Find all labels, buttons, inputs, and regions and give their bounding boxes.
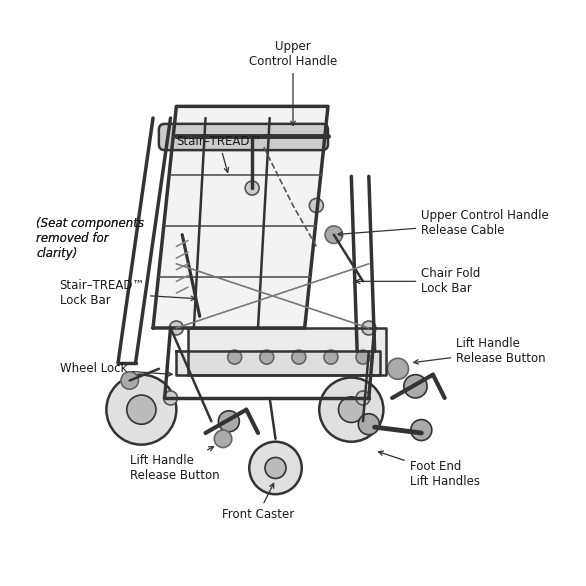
Text: Wheel Lock: Wheel Lock [60, 362, 172, 376]
Text: Upper
Control Handle: Upper Control Handle [249, 40, 337, 125]
FancyBboxPatch shape [159, 124, 328, 150]
Circle shape [169, 321, 183, 335]
Circle shape [245, 181, 259, 195]
Circle shape [219, 411, 239, 432]
Circle shape [404, 374, 427, 398]
Text: Chair Fold
Lock Bar: Chair Fold Lock Bar [356, 267, 481, 295]
Text: Foot End
Lift Handles: Foot End Lift Handles [379, 451, 480, 488]
Text: (Seat components
removed for
clarity): (Seat components removed for clarity) [36, 217, 144, 260]
Circle shape [411, 420, 432, 441]
Circle shape [214, 430, 231, 448]
Circle shape [319, 377, 383, 442]
Text: Stair–TREAD™
Lock Bar: Stair–TREAD™ Lock Bar [60, 279, 196, 307]
Circle shape [325, 226, 343, 243]
Circle shape [127, 395, 156, 424]
Circle shape [324, 350, 338, 364]
Circle shape [163, 391, 178, 405]
Circle shape [356, 391, 370, 405]
Text: Lift Handle
Release Button: Lift Handle Release Button [130, 447, 219, 482]
Circle shape [260, 350, 274, 364]
Text: (Seat components
removed for
clarity): (Seat components removed for clarity) [36, 217, 144, 260]
Circle shape [339, 397, 364, 423]
Circle shape [292, 350, 306, 364]
Circle shape [249, 442, 302, 494]
Text: (Seat components
removed for
clarity): (Seat components removed for clarity) [0, 585, 1, 586]
Circle shape [228, 350, 241, 364]
Polygon shape [176, 352, 380, 374]
Polygon shape [188, 328, 386, 374]
Circle shape [121, 372, 138, 389]
Circle shape [356, 350, 370, 364]
Text: Stair–TREAD™: Stair–TREAD™ [176, 135, 261, 172]
Circle shape [107, 374, 176, 445]
Polygon shape [153, 107, 328, 328]
Circle shape [309, 199, 323, 213]
Circle shape [358, 414, 379, 435]
Circle shape [362, 321, 376, 335]
Circle shape [387, 358, 408, 379]
Text: Upper Control Handle
Release Cable: Upper Control Handle Release Cable [338, 209, 549, 237]
Text: Front Caster: Front Caster [222, 483, 294, 521]
Text: Lift Handle
Release Button: Lift Handle Release Button [414, 338, 546, 365]
Circle shape [265, 458, 286, 478]
